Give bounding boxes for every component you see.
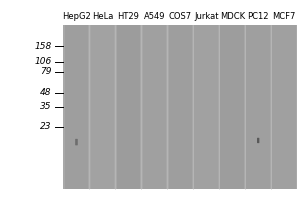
Text: COS7: COS7 [169, 12, 192, 21]
Text: 106: 106 [34, 57, 52, 66]
Text: MCF7: MCF7 [272, 12, 296, 21]
Text: Jurkat: Jurkat [194, 12, 218, 21]
Bar [117, 25, 140, 189]
Text: HeLa: HeLa [92, 12, 113, 21]
Text: 48: 48 [40, 88, 52, 97]
Text: PC12: PC12 [248, 12, 269, 21]
Bar [220, 25, 244, 189]
Text: 23: 23 [40, 122, 52, 131]
Bar [169, 25, 192, 189]
Bar [194, 25, 218, 189]
Bar [246, 25, 270, 189]
Text: MDCK: MDCK [220, 12, 245, 21]
Text: A549: A549 [144, 12, 165, 21]
Bar [64, 25, 297, 189]
Text: 158: 158 [34, 42, 52, 51]
Bar [65, 25, 88, 189]
FancyBboxPatch shape [257, 138, 260, 143]
Text: HepG2: HepG2 [62, 12, 91, 21]
Text: 79: 79 [40, 67, 52, 76]
Text: 35: 35 [40, 102, 52, 111]
Bar [272, 25, 296, 189]
Text: HT29: HT29 [118, 12, 139, 21]
FancyBboxPatch shape [75, 139, 78, 145]
Bar [91, 25, 114, 189]
Bar [142, 25, 166, 189]
